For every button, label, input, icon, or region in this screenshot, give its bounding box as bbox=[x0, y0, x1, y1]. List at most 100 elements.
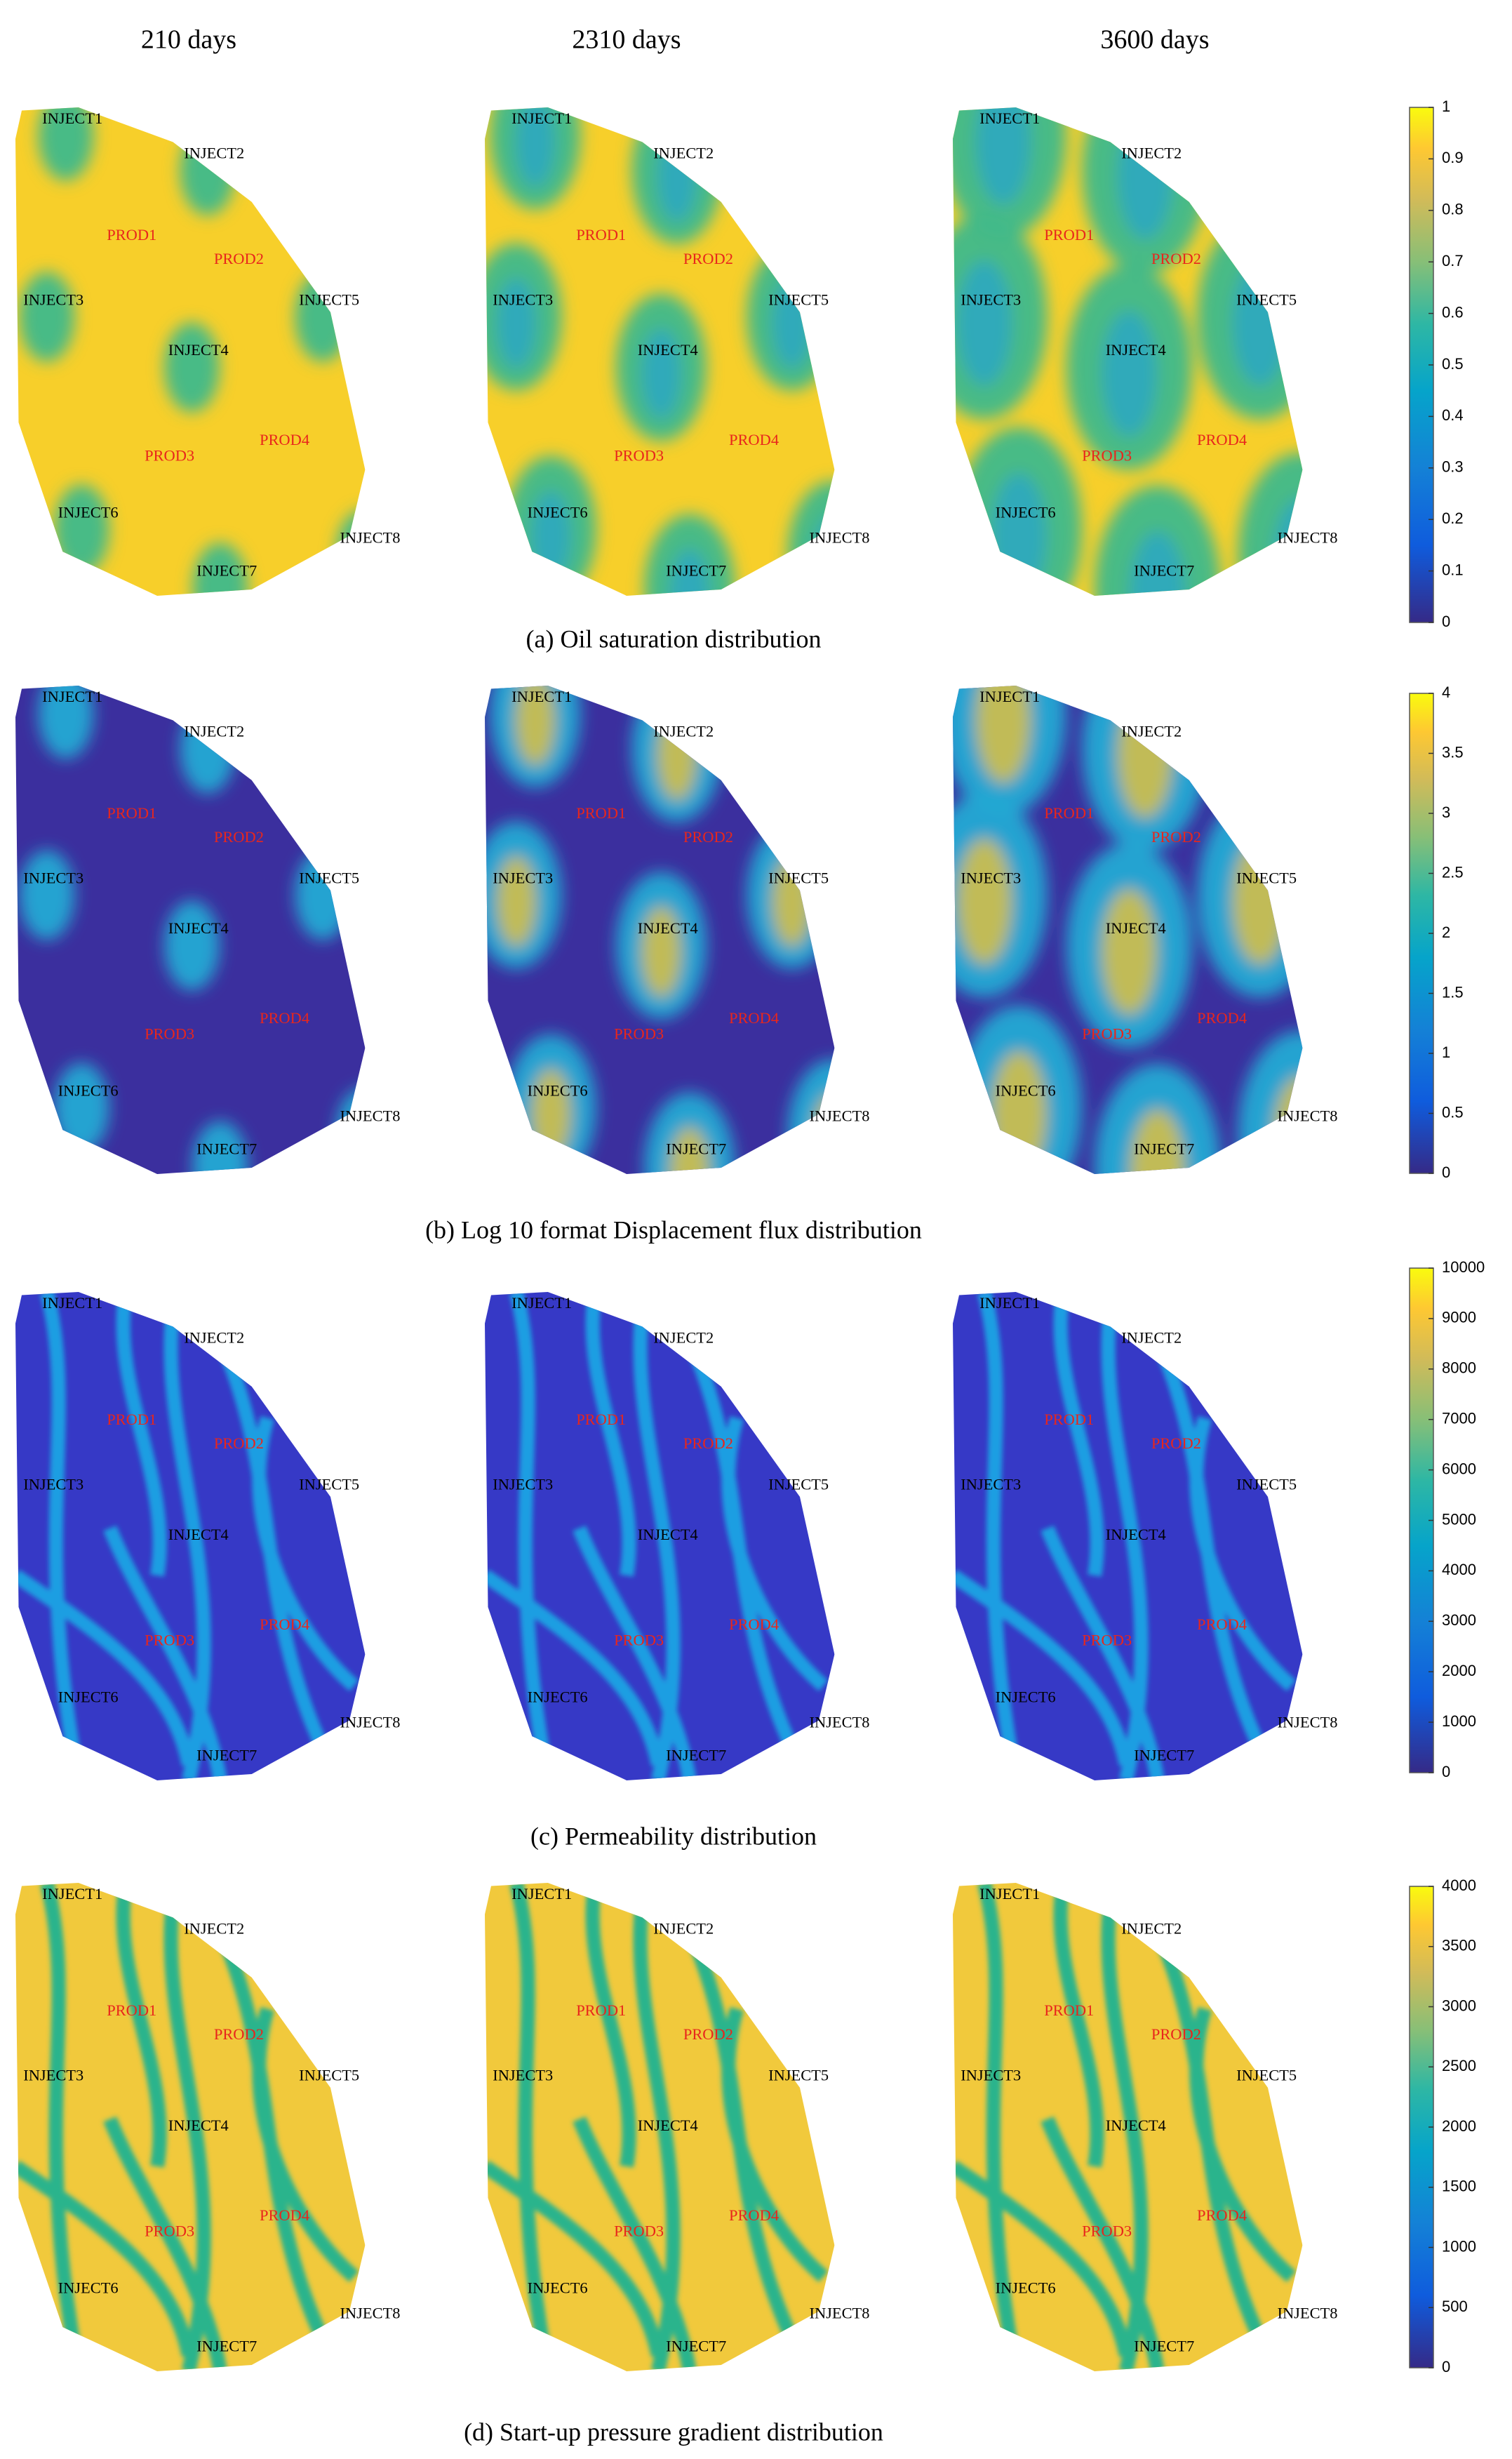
well-label: INJECT4 bbox=[638, 341, 698, 359]
well-label: INJECT5 bbox=[1236, 1475, 1297, 1493]
well-label: PROD1 bbox=[576, 804, 626, 822]
colorbar-tick-label: 1 bbox=[1442, 1044, 1450, 1061]
reservoir-map: INJECT1 INJECT2 PROD1 PROD2 INJECT3 INJECT5 IN… bbox=[953, 107, 1337, 596]
well-label: INJECT4 bbox=[168, 1526, 229, 1543]
well-label: INJECT1 bbox=[511, 1885, 572, 1902]
well-label: INJECT2 bbox=[653, 145, 714, 162]
channel-streak bbox=[103, 2116, 227, 2371]
well-label: PROD1 bbox=[107, 804, 156, 822]
well-label: PROD2 bbox=[1151, 1434, 1201, 1452]
well-label: PROD1 bbox=[1044, 804, 1094, 822]
well-label: INJECT4 bbox=[1106, 341, 1166, 359]
well-label: INJECT3 bbox=[961, 2066, 1021, 2084]
well-label: INJECT6 bbox=[528, 2279, 588, 2296]
colorbar-tick-label: 1000 bbox=[1442, 2237, 1476, 2255]
colorbar-tick-label: 0 bbox=[1442, 613, 1450, 630]
colorbar-tick-label: 1 bbox=[1442, 98, 1450, 115]
well-label: INJECT8 bbox=[340, 1107, 400, 1124]
well-label: INJECT3 bbox=[961, 291, 1021, 308]
well-label: INJECT6 bbox=[58, 1688, 119, 1705]
colorbar-tick-label: 2000 bbox=[1442, 2117, 1476, 2135]
reservoir-map: INJECT1 INJECT2 PROD1 PROD2 INJECT3 INJECT5 IN… bbox=[15, 1883, 400, 2371]
reservoir-map: INJECT1 INJECT2 PROD1 PROD2 INJECT3 INJECT5 IN… bbox=[15, 1292, 400, 1780]
well-label: PROD3 bbox=[1082, 1632, 1132, 1649]
well-label: INJECT2 bbox=[1121, 1329, 1182, 1347]
panel-caption: (a) Oil saturation distribution bbox=[526, 625, 822, 653]
well-label: PROD4 bbox=[1197, 1615, 1247, 1633]
reservoir-map: INJECT1 INJECT2 PROD1 PROD2 INJECT3 INJECT5 IN… bbox=[485, 1883, 869, 2371]
well-label: INJECT6 bbox=[58, 1081, 119, 1099]
flow-core bbox=[991, 472, 1047, 596]
column-header: 3600 days bbox=[1100, 25, 1209, 55]
well-label: INJECT7 bbox=[196, 2337, 257, 2354]
channel-streak bbox=[585, 1292, 636, 1577]
flow-core bbox=[496, 277, 537, 369]
well-label: INJECT5 bbox=[1236, 291, 1297, 308]
well-label: INJECT6 bbox=[58, 503, 119, 521]
well-label: PROD4 bbox=[1197, 2206, 1247, 2224]
colorbar-tick-label: 8000 bbox=[1442, 1359, 1476, 1377]
well-label: INJECT8 bbox=[809, 528, 869, 546]
well-label: INJECT5 bbox=[299, 1475, 359, 1493]
colorbar-tick-label: 0.5 bbox=[1442, 355, 1464, 373]
well-label: PROD3 bbox=[614, 2223, 664, 2240]
flow-core bbox=[1102, 310, 1157, 437]
well-label: INJECT7 bbox=[666, 2337, 726, 2354]
well-label: PROD1 bbox=[1044, 2001, 1094, 2019]
well-label: PROD2 bbox=[214, 250, 264, 267]
well-label: PROD1 bbox=[576, 2001, 626, 2019]
flow-core bbox=[1273, 498, 1303, 596]
well-label: INJECT7 bbox=[1134, 2337, 1194, 2354]
well-label: INJECT3 bbox=[23, 291, 83, 308]
flow-zone bbox=[787, 1059, 835, 1174]
flow-core bbox=[956, 838, 1012, 965]
flow-core bbox=[641, 328, 681, 420]
well-label: INJECT1 bbox=[42, 1885, 102, 1902]
well-label: INJECT2 bbox=[653, 1329, 714, 1347]
channel-streak bbox=[1053, 1292, 1104, 1577]
flow-zone bbox=[19, 850, 75, 940]
well-label: PROD4 bbox=[729, 431, 779, 448]
colorbar-tick-label: 0 bbox=[1442, 1763, 1450, 1780]
colorbar-tick-label: 500 bbox=[1442, 2298, 1468, 2315]
channel-streak bbox=[721, 2006, 829, 2282]
well-label: INJECT6 bbox=[528, 503, 588, 521]
well-label: INJECT8 bbox=[340, 2304, 400, 2321]
flow-core bbox=[515, 107, 556, 188]
well-label: INJECT5 bbox=[1236, 2066, 1297, 2084]
well-label: PROD2 bbox=[683, 2025, 733, 2043]
colorbar-tick-label: 1000 bbox=[1442, 1712, 1476, 1730]
well-label: PROD2 bbox=[1151, 2025, 1201, 2043]
colorbar-tick-label: 7000 bbox=[1442, 1410, 1476, 1427]
channel-streak bbox=[977, 1883, 1023, 2371]
flow-zone bbox=[163, 322, 220, 413]
channel-streak bbox=[721, 1415, 829, 1691]
flow-core bbox=[975, 686, 1031, 784]
colorbar-tick-label: 0 bbox=[1442, 1164, 1450, 1181]
flow-core bbox=[1102, 888, 1157, 1015]
flow-zone bbox=[180, 703, 236, 794]
well-label: INJECT5 bbox=[768, 1475, 829, 1493]
colorbar-tick-label: 2 bbox=[1442, 924, 1450, 941]
colorbar-tick-label: 4 bbox=[1442, 684, 1450, 701]
well-label: INJECT1 bbox=[979, 1885, 1040, 1902]
well-label: PROD2 bbox=[214, 2025, 264, 2043]
well-label: INJECT4 bbox=[638, 2117, 698, 2134]
well-label: PROD3 bbox=[614, 447, 664, 465]
column-header: 2310 days bbox=[572, 25, 681, 55]
well-label: INJECT2 bbox=[184, 723, 244, 740]
well-label: INJECT5 bbox=[299, 2066, 359, 2084]
colorbar-tick-label: 4000 bbox=[1442, 1561, 1476, 1578]
well-label: PROD4 bbox=[260, 1009, 309, 1027]
well-label: INJECT3 bbox=[23, 2066, 83, 2084]
well-label: PROD2 bbox=[1151, 250, 1201, 267]
well-label: PROD2 bbox=[683, 1434, 733, 1452]
well-label: INJECT6 bbox=[528, 1688, 588, 1705]
well-label: PROD4 bbox=[1197, 1009, 1247, 1027]
well-label: INJECT5 bbox=[299, 869, 359, 886]
well-label: PROD4 bbox=[1197, 431, 1247, 448]
well-label: PROD1 bbox=[107, 1411, 156, 1428]
well-label: INJECT2 bbox=[1121, 145, 1182, 162]
colorbar-tick-label: 3000 bbox=[1442, 1997, 1476, 2014]
channel-streak bbox=[1053, 1883, 1104, 2168]
